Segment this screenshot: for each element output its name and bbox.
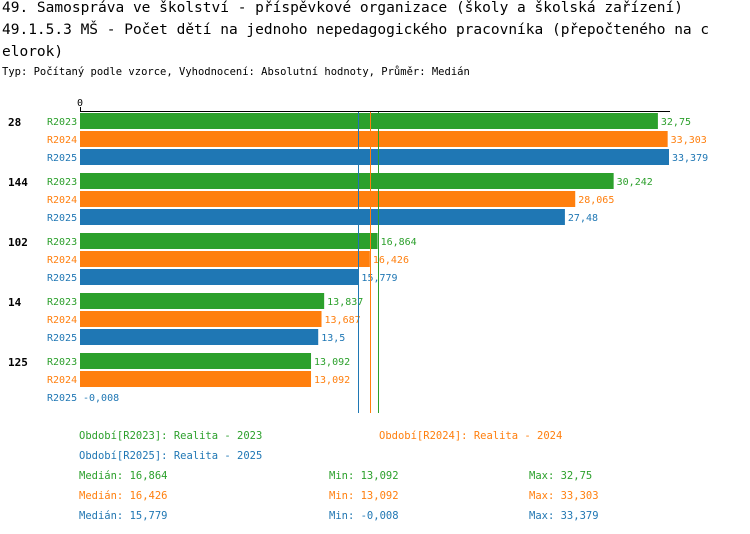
bar <box>80 269 359 285</box>
chart-title-line-3: elorok) <box>2 44 64 60</box>
legend-r2023: Období[R2023]: Realita - 2023 <box>79 430 263 442</box>
data-label: 13,092 <box>314 357 350 368</box>
series-label: R2025 <box>47 393 77 404</box>
series-label: R2024 <box>47 135 77 146</box>
data-label: 32,75 <box>661 117 691 128</box>
bar <box>80 131 668 147</box>
data-label: 13,687 <box>325 315 361 326</box>
data-label: 33,379 <box>672 153 708 164</box>
data-label: 27,48 <box>568 213 598 224</box>
series-label: R2023 <box>47 297 77 308</box>
data-label: 28,065 <box>578 195 614 206</box>
data-label: 33,303 <box>671 135 707 146</box>
data-label: 13,092 <box>314 375 350 386</box>
bar <box>80 149 669 165</box>
series-label: R2025 <box>47 333 77 344</box>
data-label: 16,864 <box>381 237 417 248</box>
series-label: R2023 <box>47 237 77 248</box>
stat-max-r2025: Max: 33,379 <box>529 510 599 522</box>
data-label: -0,008 <box>83 393 119 404</box>
bar <box>80 233 378 249</box>
stat-min-r2024: Min: 13,092 <box>329 490 399 502</box>
stat-median-r2025: Medián: 15,779 <box>79 510 168 522</box>
category-label: 28 <box>8 116 21 129</box>
data-label: 13,5 <box>321 333 345 344</box>
stat-min-r2023: Min: 13,092 <box>329 470 399 482</box>
bar-chart: 0 28 R2023 32,75 R2024 33,303 R2025 33,379 144 R2… <box>8 98 708 413</box>
legend-r2024: Období[R2024]: Realita - 2024 <box>379 430 563 442</box>
chart-subtitle: Typ: Počítaný podle vzorce, Vyhodnocení:… <box>2 66 470 78</box>
stat-max-r2024: Max: 33,303 <box>529 490 599 502</box>
series-label: R2024 <box>47 255 77 266</box>
data-label: 16,426 <box>373 255 409 266</box>
bar <box>80 209 565 225</box>
category-label: 125 <box>8 356 28 369</box>
series-label: R2023 <box>47 177 77 188</box>
bar <box>80 113 658 129</box>
category-label: 102 <box>8 236 28 249</box>
stat-min-r2025: Min: -0,008 <box>329 510 399 522</box>
legend-r2025: Období[R2025]: Realita - 2025 <box>79 450 263 462</box>
series-label: R2025 <box>47 153 77 164</box>
series-label: R2024 <box>47 375 77 386</box>
stat-median-r2023: Medián: 16,864 <box>79 470 168 482</box>
series-label: R2024 <box>47 195 77 206</box>
series-label: R2025 <box>47 213 77 224</box>
bar <box>80 353 312 369</box>
chart-title-line-1: 49. Samospráva ve školství - příspěvkové… <box>2 0 683 16</box>
bar <box>80 371 312 387</box>
bar <box>80 191 576 207</box>
stat-max-r2023: Max: 32,75 <box>529 470 593 482</box>
category-label: 14 <box>8 296 22 309</box>
series-label: R2023 <box>47 357 77 368</box>
bar <box>80 251 370 267</box>
data-label: 30,242 <box>617 177 653 188</box>
category-label: 144 <box>8 176 28 189</box>
series-label: R2025 <box>47 273 77 284</box>
bar <box>80 173 614 189</box>
data-label: 13,837 <box>327 297 363 308</box>
series-label: R2024 <box>47 315 77 326</box>
bar <box>80 329 319 345</box>
stat-median-r2024: Medián: 16,426 <box>79 490 168 502</box>
chart-title-line-2: 49.1.5.3 MŠ - Počet dětí na jednoho nepe… <box>2 22 710 38</box>
bar <box>80 311 322 327</box>
data-label: 15,779 <box>361 273 397 284</box>
series-label: R2023 <box>47 117 77 128</box>
bar <box>80 293 325 309</box>
x-axis-zero-label: 0 <box>77 98 83 109</box>
